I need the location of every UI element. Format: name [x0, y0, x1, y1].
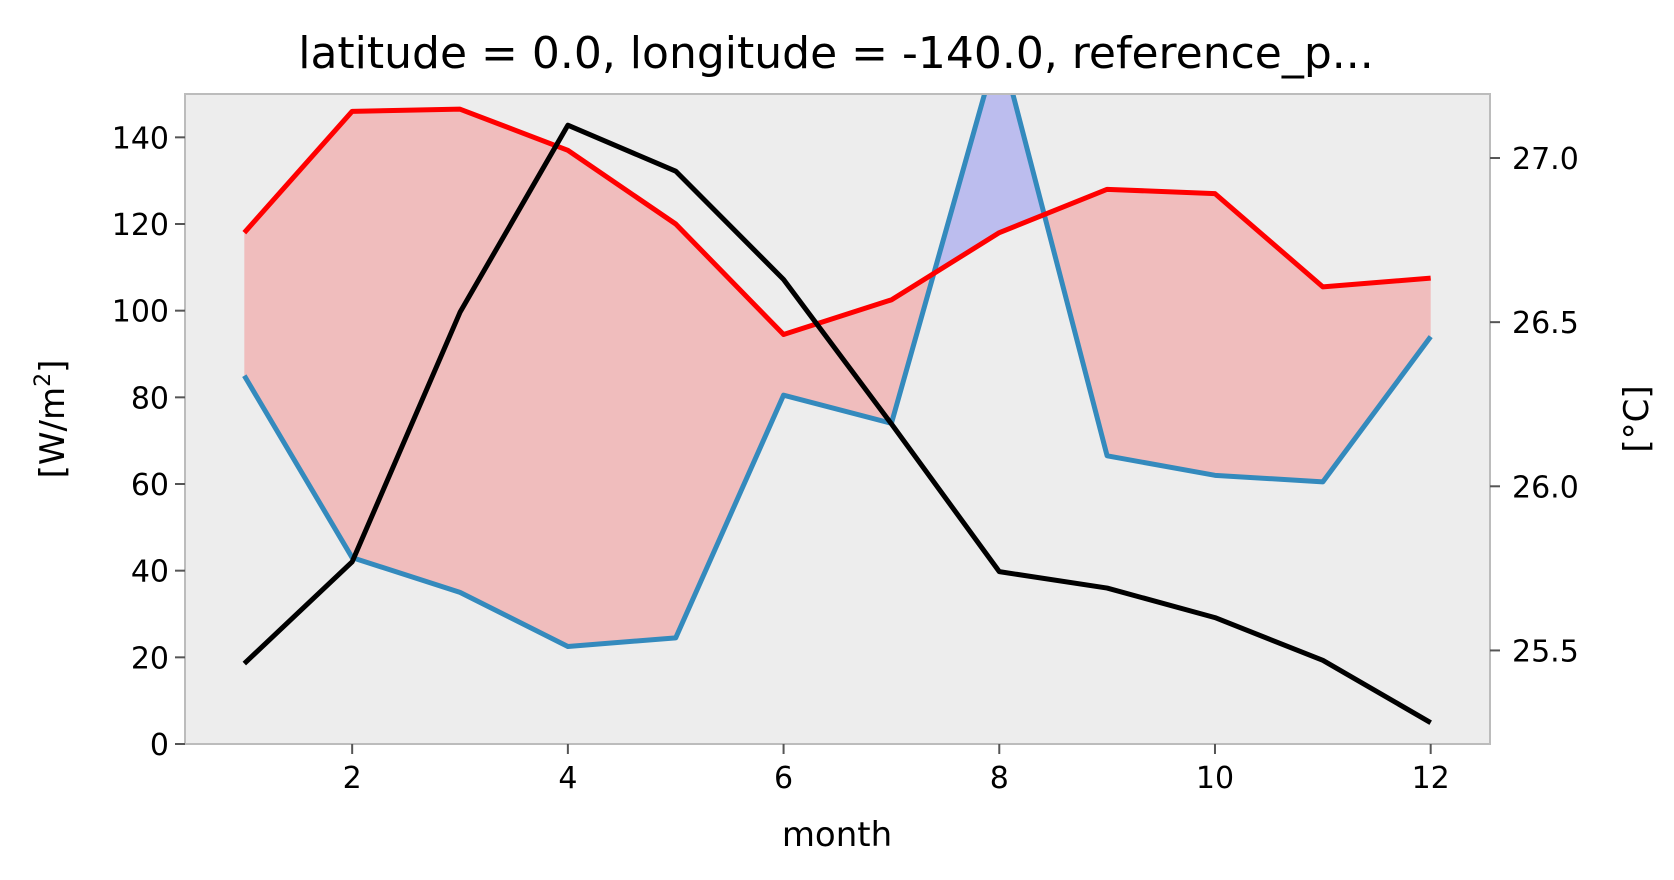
y-left-tick-label: 100	[112, 295, 169, 330]
y-axis-label-left-tail: ]	[33, 360, 73, 373]
fill-region-1	[933, 94, 1045, 274]
fill-region-0	[1044, 189, 1431, 482]
x-tick-label: 6	[774, 761, 793, 796]
y-left-tick-label: 40	[131, 555, 169, 590]
chart-title: latitude = 0.0, longitude = -140.0, refe…	[298, 28, 1374, 79]
plot-frame	[184, 93, 1491, 745]
y-right-tick-label: 26.5	[1512, 306, 1579, 341]
series-line-1	[242, 94, 1433, 649]
y-left-tick-label: 60	[131, 468, 169, 503]
fill-layer	[244, 94, 1431, 647]
lines-layer	[242, 94, 1433, 725]
y-axis-label-left: [W/m2]	[31, 360, 73, 479]
y-right-tick-label: 25.5	[1512, 634, 1579, 669]
y-right-tick-label: 27.0	[1512, 142, 1579, 177]
y-left-tick-label: 120	[112, 208, 169, 243]
fill-region-0	[244, 109, 934, 647]
y-left-tick-label: 20	[131, 641, 169, 676]
y-axis-label-left-base: [W/m	[33, 387, 73, 478]
y-right-tick-label: 26.0	[1512, 470, 1579, 505]
series-line-2	[242, 122, 1432, 725]
x-axis-label: month	[782, 815, 892, 855]
y-left-tick-label: 140	[112, 121, 169, 156]
y-left-tick-label: 0	[150, 728, 169, 763]
x-tick-label: 10	[1196, 761, 1234, 796]
y-left-tick-label: 80	[131, 381, 169, 416]
series-line-0	[242, 106, 1431, 337]
x-tick-label: 4	[558, 761, 577, 796]
y-axis-label-left-sup: 2	[31, 373, 56, 387]
y-axis-label-right: [°C]	[1617, 385, 1657, 452]
x-tick-label: 2	[343, 761, 362, 796]
ticks-layer: 2 4 6 8 10 1202040608010012014025.526.026.527…	[112, 121, 1579, 796]
x-tick-label: 12	[1412, 761, 1450, 796]
x-tick-label: 8	[990, 761, 1009, 796]
